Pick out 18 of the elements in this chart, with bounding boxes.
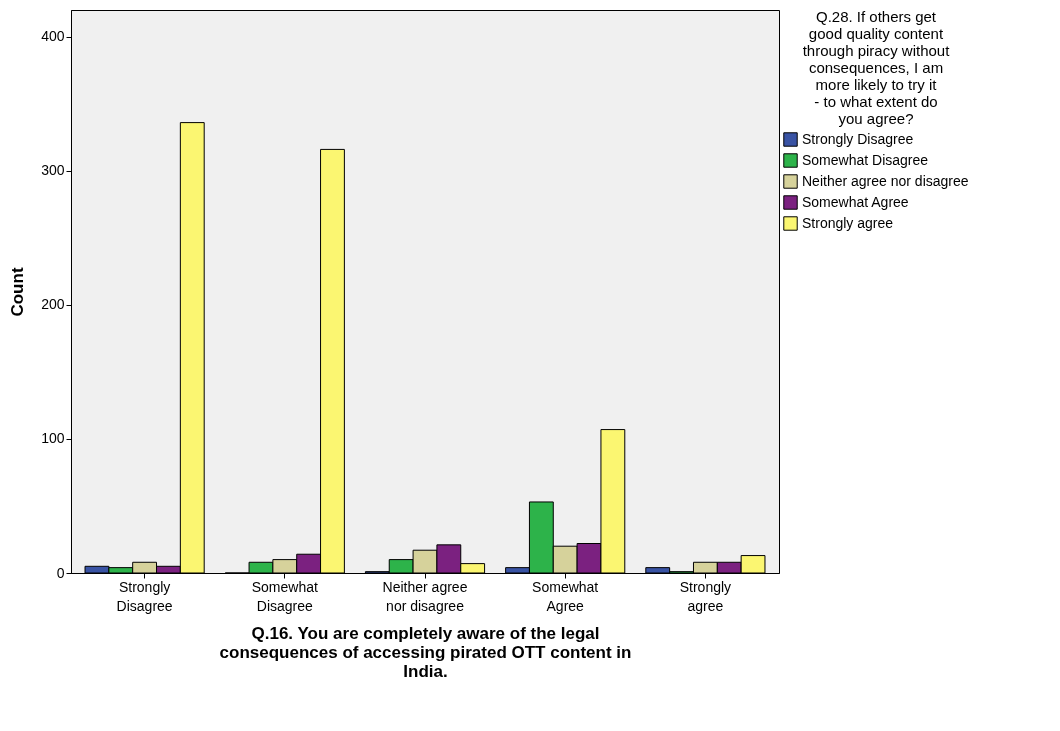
x-tick-label: Somewhat Agree [532,578,599,614]
legend-label: Somewhat Agree [802,193,909,210]
x-tick-label: Somewhat Disagree [251,578,318,614]
y-tick-label: 300 [41,162,65,179]
y-tick-label: 100 [41,430,65,447]
y-tick-label: 0 [56,564,65,581]
y-tick-label: 200 [41,296,65,313]
legend-title: Q.28. If others get good quality content through piracy without consequences, I am more likely to try it - to what extent do you agree? [802,8,951,127]
legend-label: Strongly agree [802,214,894,231]
x-tick-label: Strongly agree [679,578,732,614]
x-axis-title: Q.16. You are completely aware of the legal consequences of accessing pirated OTT content in India. [219,623,632,681]
y-axis-title: Count [8,267,28,317]
x-tick-label: Strongly Disagree [116,578,173,614]
legend-label: Neither agree nor disagree [802,172,969,189]
legend-label: Somewhat Disagree [802,151,929,168]
legend-label: Strongly Disagree [802,130,914,147]
y-tick-label: 400 [41,28,65,45]
x-tick-label: Neither agree nor disagree [382,578,468,614]
